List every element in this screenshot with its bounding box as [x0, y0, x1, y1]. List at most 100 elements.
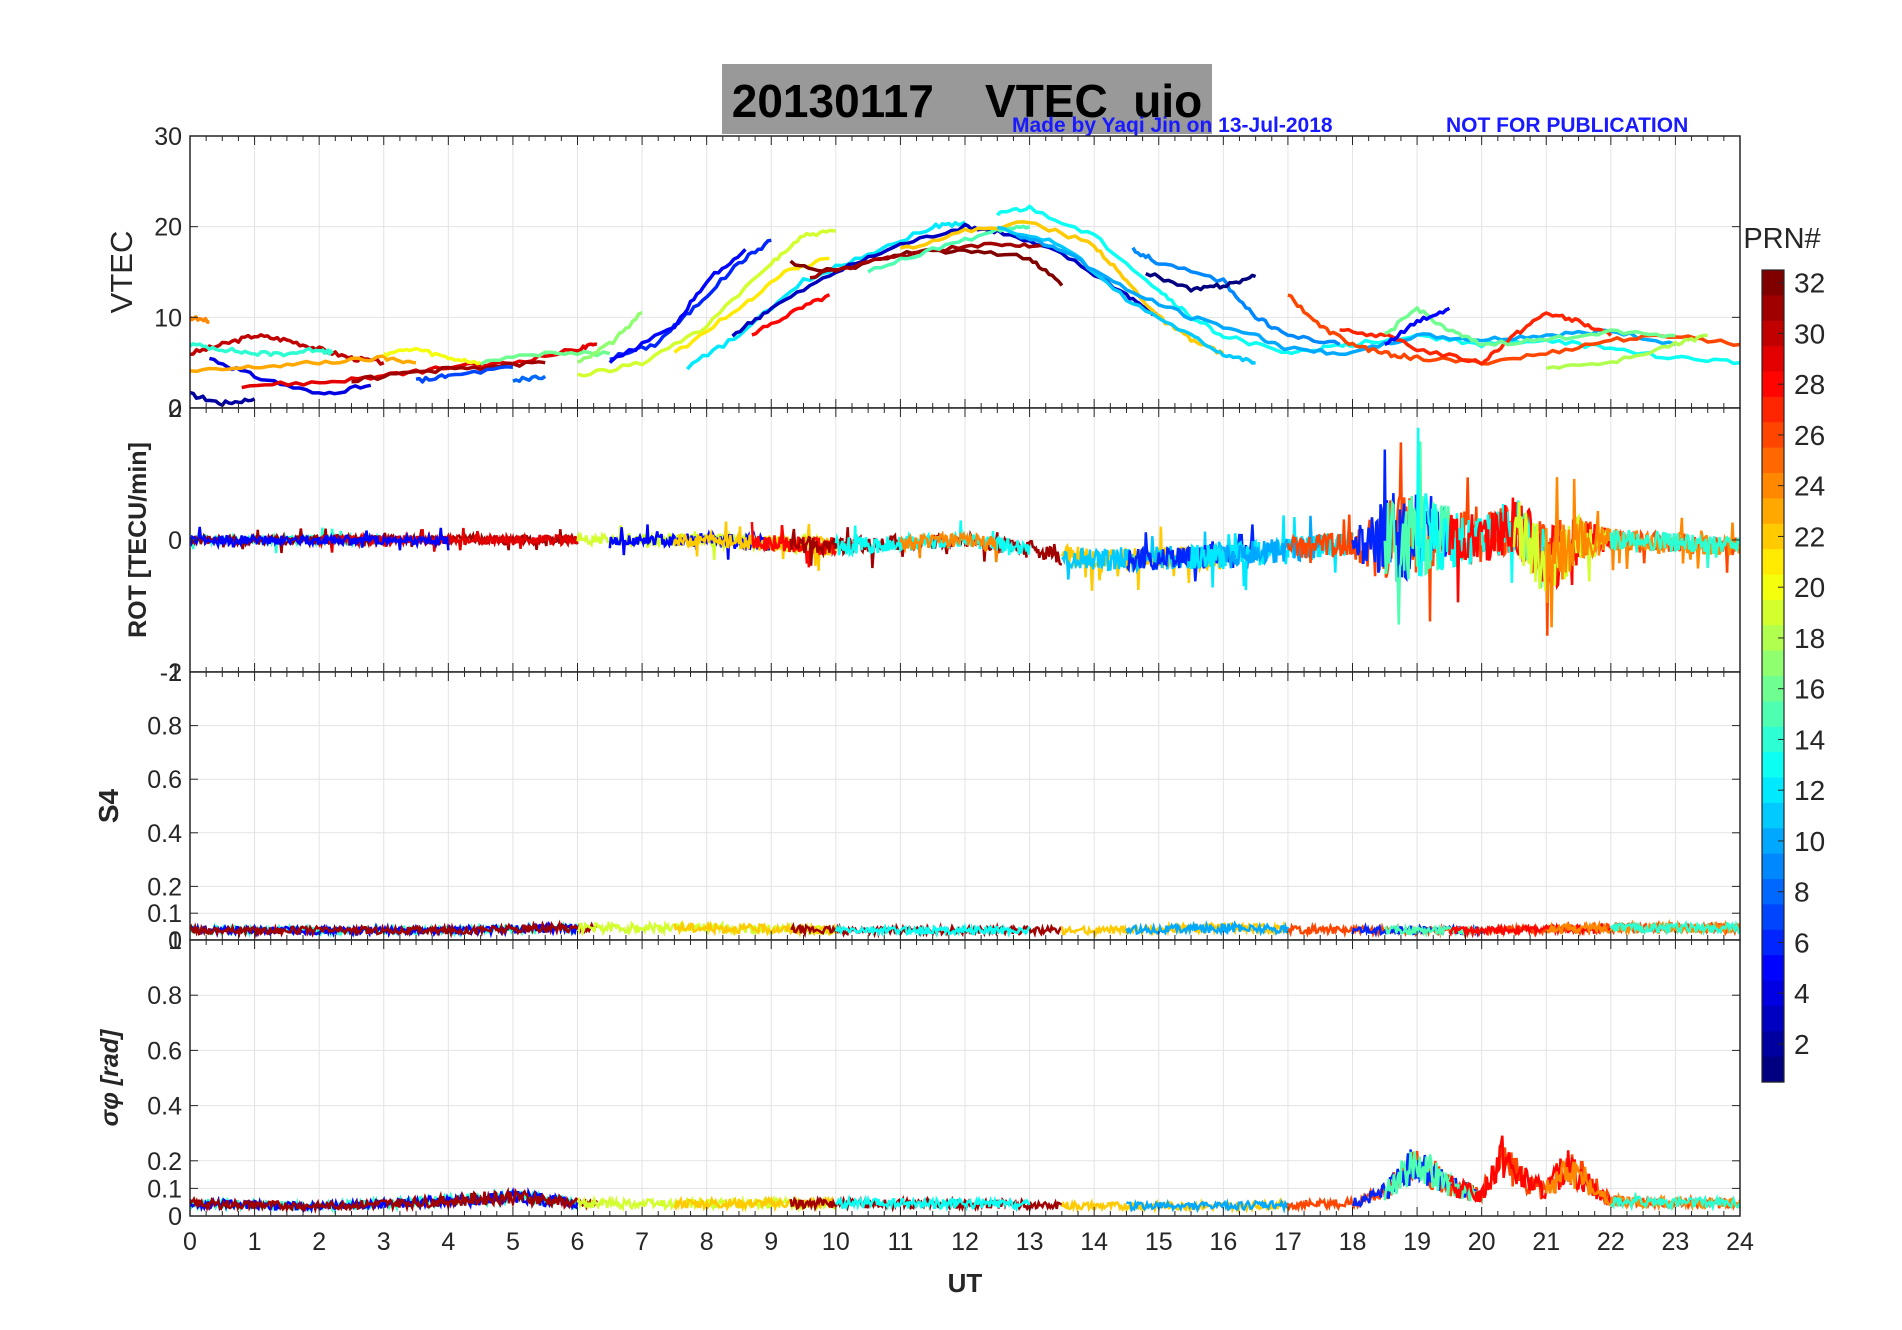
s4-y-tick-label: 0.1	[147, 900, 182, 928]
colorbar-swatch	[1762, 853, 1784, 880]
colorbar-swatch	[1762, 676, 1784, 702]
colorbar-swatch	[1762, 523, 1784, 550]
colorbar-swatch	[1762, 625, 1784, 652]
title-box	[722, 64, 1212, 134]
colorbar-swatch	[1762, 295, 1784, 322]
x-axis-label: UT	[948, 1268, 983, 1298]
rot-y-tick-label: -2	[160, 659, 182, 687]
x-tick-label: 18	[1339, 1228, 1367, 1256]
vtec-series-line	[685, 220, 966, 371]
sigma_phi-y-tick-label: 0	[168, 1203, 182, 1231]
vtec-series-line	[1131, 246, 1341, 347]
x-tick-label: 21	[1532, 1228, 1560, 1256]
vtec-y-tick-label: 0	[168, 395, 182, 423]
sigma_phi-series-line	[834, 1194, 1031, 1213]
colorbar-swatch	[1762, 498, 1784, 525]
vtec-series-line	[608, 248, 747, 364]
x-tick-label: 5	[506, 1228, 520, 1256]
x-tick-label: 12	[951, 1228, 979, 1256]
s4-y-tick-label: 0.2	[147, 873, 182, 901]
vtec-series-line	[1145, 272, 1257, 293]
rot-y-tick-label: 2	[168, 395, 182, 423]
colorbar-tick-label: 8	[1794, 877, 1810, 908]
x-tick-label: 3	[377, 1228, 391, 1256]
colorbar-swatch	[1762, 980, 1784, 1007]
vtec-lines	[190, 204, 1740, 407]
colorbar-swatch	[1762, 1056, 1784, 1083]
sigma_phi-series-line	[190, 1186, 599, 1214]
x-tick-label: 9	[764, 1228, 778, 1256]
s4-panel: 00.10.2 0.4 0.6 0.8 1 S4	[93, 659, 1741, 955]
x-tick-label: 4	[441, 1228, 455, 1256]
colorbar-tick-label: 20	[1794, 572, 1825, 603]
sigma-phi-y-axis-label: σφ [rad]	[96, 1028, 124, 1126]
vtec-series-line	[415, 365, 514, 384]
colorbar-swatch	[1762, 396, 1784, 423]
colorbar-swatch	[1762, 752, 1784, 779]
x-tick-label: 0	[183, 1228, 197, 1256]
rot-lines	[190, 427, 1740, 636]
sigma_phi-series-line	[1383, 1151, 1483, 1203]
colorbar-tick-label: 22	[1794, 521, 1825, 552]
figure-title: 20130117 VTEC uio	[731, 75, 1203, 127]
vtec-series-line	[1287, 293, 1740, 366]
rot-y-tick-label: 0	[168, 527, 182, 555]
colorbar-swatch	[1762, 777, 1784, 804]
colorbar-swatch	[1762, 599, 1784, 626]
rot-series-line	[834, 520, 1031, 563]
colorbar-swatch	[1762, 549, 1784, 576]
colorbar-tick-label: 30	[1794, 318, 1825, 349]
vtec-series-line	[382, 346, 482, 366]
sigma_phi-y-tick-label: 0.8	[147, 982, 182, 1010]
vtec-series-line	[1339, 311, 1613, 366]
colorbar-swatch	[1762, 701, 1784, 728]
colorbar-tick-label: 14	[1794, 724, 1825, 755]
x-tick-label: 19	[1403, 1228, 1431, 1256]
colorbar-swatch	[1762, 1031, 1784, 1058]
colorbar-swatch	[1762, 802, 1784, 829]
x-tick-label: 16	[1209, 1228, 1237, 1256]
colorbar-swatch	[1762, 346, 1784, 373]
rot-series-line	[750, 522, 837, 568]
vtec-series-line	[190, 342, 334, 358]
vtec-series-line	[1384, 306, 1676, 347]
vtec-series-line	[899, 220, 1225, 355]
colorbar-title: PRN#	[1743, 223, 1820, 255]
colorbar-swatch	[1762, 371, 1784, 398]
vtec-series-line	[867, 224, 1031, 274]
colorbar-swatch	[1762, 929, 1784, 956]
rot-series-line	[1609, 529, 1740, 568]
sigma_phi-y-tick-label: 0.1	[147, 1175, 182, 1203]
colorbar-swatch	[1762, 270, 1784, 296]
vtec-series-line	[577, 311, 643, 364]
vtec-series-line	[1545, 333, 1708, 371]
x-tick-label: 17	[1274, 1228, 1302, 1256]
colorbar-swatch	[1762, 1005, 1784, 1032]
sigma_phi-y-tick-label: 0.2	[147, 1148, 182, 1176]
vtec-series-line	[479, 349, 611, 366]
vtec-series-line	[751, 293, 831, 337]
vtec-series-line	[997, 225, 1256, 365]
sigma_phi-y-tick-label: 0.4	[147, 1093, 182, 1121]
vtec-y-tick-label: 10	[154, 304, 182, 332]
rot-series-line	[190, 526, 450, 551]
sigma_phi-series-line	[1126, 1198, 1290, 1214]
s4-series-line	[1125, 919, 1290, 937]
colorbar-tick-label: 12	[1794, 775, 1825, 806]
s4-y-tick-label: 0.8	[147, 713, 182, 741]
s4-y-tick-label: 0.4	[147, 820, 182, 848]
s4-series-line	[1609, 920, 1740, 936]
x-tick-label: 14	[1080, 1228, 1108, 1256]
sigma_phi-y-tick-label: 0.6	[147, 1037, 182, 1065]
colorbar-tick-label: 6	[1794, 927, 1810, 958]
colorbar-tick-label: 2	[1794, 1029, 1810, 1060]
x-tick-label: 2	[312, 1228, 326, 1256]
colorbar-tick-label: 10	[1794, 826, 1825, 857]
colorbar-swatch	[1762, 726, 1784, 753]
colorbar-swatch	[1762, 828, 1784, 855]
x-tick-label: 24	[1726, 1228, 1754, 1256]
x-tick-label: 23	[1662, 1228, 1690, 1256]
